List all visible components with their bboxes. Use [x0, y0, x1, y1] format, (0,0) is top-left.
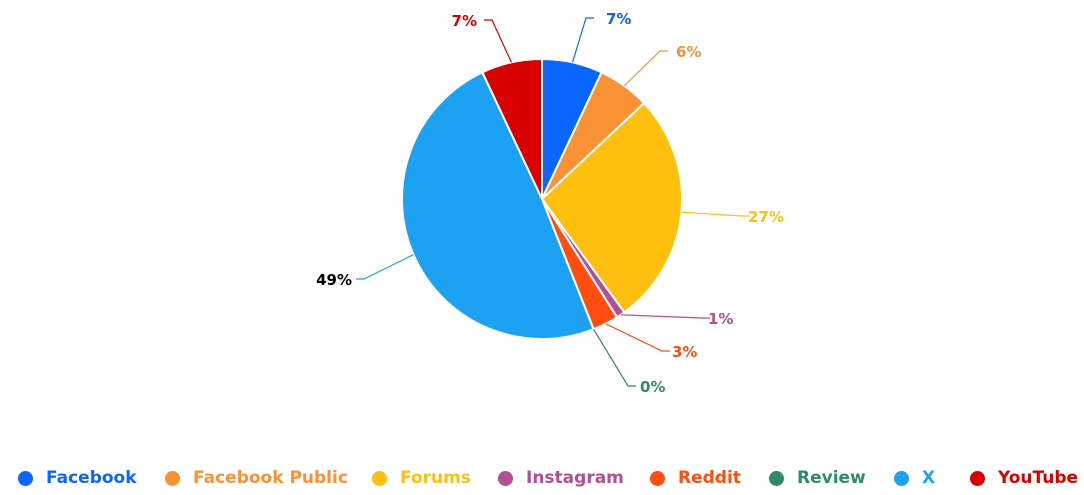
legend-label-facebook-public: Facebook Public — [193, 468, 348, 488]
legend-label-reddit: Reddit — [678, 468, 741, 488]
legend-item-x[interactable]: X — [894, 464, 935, 492]
legend-marker-review — [769, 470, 784, 486]
leader-line-facebook-public — [623, 50, 668, 87]
legend-item-review[interactable]: Review — [769, 464, 866, 492]
legend-item-youtube[interactable]: YouTube — [970, 464, 1078, 492]
pie-slice-forums[interactable] — [541, 102, 683, 314]
legend-item-forums[interactable]: Forums — [372, 464, 471, 492]
data-label-reddit: 3% — [672, 343, 697, 361]
pie-leader-lines — [356, 17, 750, 387]
legend-marker-facebook-public — [165, 470, 180, 486]
pie-data-labels: 7% 6% 27% 1% 3% 0% 49% 7% — [316, 10, 784, 396]
legend-marker-x — [894, 470, 909, 486]
legend-marker-youtube — [970, 470, 985, 486]
data-label-facebook-public: 6% — [676, 43, 701, 61]
data-label-review: 0% — [640, 378, 665, 396]
leader-line-youtube — [484, 19, 513, 63]
legend-label-youtube: YouTube — [998, 468, 1079, 488]
pie-chart-canvas: 7% 6% 27% 1% 3% 0% 49% 7% — [316, 10, 784, 396]
leader-line-instagram — [620, 314, 710, 319]
legend-item-instagram[interactable]: Instagram — [498, 464, 624, 492]
leader-line-forums — [681, 211, 750, 217]
pie-slices — [401, 58, 683, 340]
data-label-youtube: 7% — [452, 12, 477, 30]
legend-label-x: X — [922, 468, 936, 488]
data-label-forums: 27% — [748, 208, 784, 226]
legend-item-facebook[interactable]: Facebook — [18, 464, 137, 492]
legend-label-instagram: Instagram — [526, 468, 624, 488]
leader-line-reddit — [605, 323, 670, 352]
legend-item-reddit[interactable]: Reddit — [650, 464, 741, 492]
data-label-facebook: 7% — [606, 10, 631, 28]
leader-line-review — [593, 328, 636, 387]
legend-item-facebook-public[interactable]: Facebook Public — [165, 464, 348, 492]
legend-label-facebook: Facebook — [46, 468, 137, 488]
legend-marker-instagram — [498, 470, 513, 486]
pie-slice-youtube[interactable] — [481, 58, 543, 200]
chart-legend: Facebook Facebook Public Forums Instagram Re… — [0, 464, 1084, 492]
legend-marker-forums — [372, 470, 387, 486]
legend-label-forums: Forums — [400, 468, 471, 488]
legend-label-review: Review — [797, 468, 866, 488]
data-label-instagram: 1% — [708, 310, 733, 328]
legend-marker-facebook — [18, 470, 33, 486]
legend-marker-reddit — [650, 470, 665, 486]
data-label-x: 49% — [316, 271, 352, 289]
leader-line-x — [356, 254, 414, 280]
leader-line-facebook — [571, 17, 594, 63]
